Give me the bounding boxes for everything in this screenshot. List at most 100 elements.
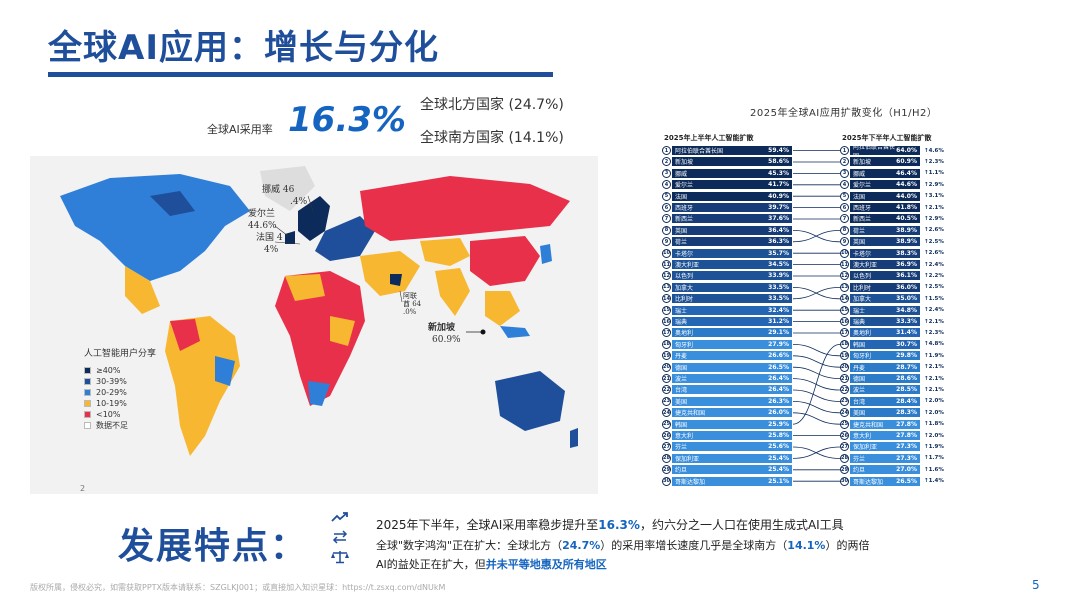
adoption-value: 26.4% — [768, 375, 789, 383]
feature-line-1: 2025年下半年，全球AI采用率稳步提升至16.3%，约六分之一人口在使用生成式… — [376, 518, 844, 532]
rank-row-h1: 28 保加利亚 25.4% — [662, 453, 792, 463]
footer-copyright: 版权所属，侵权必究，如需获取PPTX版本请联系：SZGLKJ001；或直接加入知… — [30, 583, 446, 592]
rank-connector — [792, 230, 841, 243]
rank-connector — [792, 287, 841, 300]
rank-bar: 德国 28.6% — [850, 374, 920, 384]
adoption-value: 34.8% — [896, 306, 917, 314]
legend-swatch — [84, 422, 91, 429]
rank-row-h1: 19 丹麦 26.6% — [662, 351, 792, 361]
rank-row-h2: 7 新西兰 40.5% ↑2.9% — [840, 214, 946, 224]
rank-number: 22 — [662, 385, 671, 395]
adoption-value: 25.6% — [768, 443, 789, 451]
rank-bar: 保加利亚 27.3% — [850, 442, 920, 452]
rank-connector — [792, 355, 841, 368]
change-badge: ↑2.2% — [922, 272, 946, 279]
country-name: 捷克共和国 — [853, 421, 884, 429]
country-name: 卡塔尔 — [853, 250, 872, 258]
adoption-value: 36.0% — [896, 283, 917, 291]
rank-bar: 荷兰 38.9% — [850, 225, 920, 235]
country-name: 意大利 — [675, 433, 694, 441]
rank-connector — [792, 389, 841, 402]
rank-number: 20 — [662, 362, 671, 372]
country-name: 爱尔兰 — [675, 182, 694, 190]
rank-row-h1: 8 英国 36.4% — [662, 225, 792, 235]
rank-number: 11 — [662, 260, 671, 270]
rank-connector-lines — [792, 150, 841, 482]
rank-number: 7 — [840, 214, 849, 224]
map-legend: 人工智能用户分享 ≥40% 30-39% 20-29% 10-19% <10% … — [84, 346, 156, 431]
rank-row-h1: 7 新西兰 37.6% — [662, 214, 792, 224]
adoption-value: 60.9% — [896, 158, 917, 166]
country-name: 澳大利亚 — [675, 262, 700, 270]
change-badge: ↑2.0% — [922, 432, 946, 439]
rank-row-h1: 5 法国 40.9% — [662, 191, 792, 201]
country-name: 荷兰 — [853, 227, 866, 235]
rank-number: 28 — [840, 453, 849, 463]
adoption-value: 28.4% — [896, 397, 917, 405]
country-name: 澳大利亚 — [853, 262, 878, 270]
adoption-value: 26.3% — [768, 397, 789, 405]
rank-number: 5 — [840, 191, 849, 201]
rank-row-h2: 16 瑞典 33.3% ↑2.1% — [840, 317, 946, 327]
country-name: 加拿大 — [853, 296, 872, 304]
h1-header: 2025年上半年人工智能扩散 — [664, 134, 754, 142]
rank-row-h2: 22 波兰 28.5% ↑2.1% — [840, 385, 946, 395]
rank-number: 18 — [840, 339, 849, 349]
adoption-value: 31.4% — [896, 329, 917, 337]
rank-row-h1: 11 澳大利亚 34.5% — [662, 260, 792, 270]
country-name: 匈牙利 — [675, 341, 694, 349]
rank-number: 25 — [662, 419, 671, 429]
rank-bar: 约旦 25.4% — [672, 465, 792, 475]
adoption-value: 33.5% — [768, 295, 789, 303]
adoption-value: 28.7% — [896, 363, 917, 371]
rank-bar: 瑞典 31.2% — [672, 317, 792, 327]
legend-swatch — [84, 389, 91, 396]
rank-bar: 韩国 30.7% — [850, 339, 920, 349]
adoption-value: 35.0% — [896, 295, 917, 303]
rank-number: 21 — [662, 374, 671, 384]
rank-row-h2: 2 新加坡 60.9% ↑2.3% — [840, 157, 946, 167]
adoption-value: 36.9% — [896, 261, 917, 269]
rank-row-h1: 23 美国 26.3% — [662, 396, 792, 406]
rank-bar: 瑞典 33.3% — [850, 317, 920, 327]
change-badge: ↑2.9% — [922, 181, 946, 188]
callout-singapore: 新加坡 60.9% — [428, 323, 461, 345]
rank-number: 23 — [840, 396, 849, 406]
country-name: 保加利亚 — [675, 455, 700, 463]
country-name: 台湾 — [675, 387, 688, 395]
adoption-value: 26.5% — [896, 477, 917, 485]
rank-bar: 台湾 26.4% — [672, 385, 792, 395]
rank-number: 5 — [662, 191, 671, 201]
adoption-value: 58.6% — [768, 158, 789, 166]
adoption-value: 41.7% — [768, 181, 789, 189]
balance-scale-icon — [331, 551, 349, 564]
rank-row-h2: 17 奥地利 31.4% ↑2.3% — [840, 328, 946, 338]
adoption-value: 27.0% — [896, 466, 917, 474]
adoption-value: 64.0% — [896, 147, 917, 155]
rank-row-h1: 13 加拿大 33.5% — [662, 282, 792, 292]
rank-row-h2: 20 丹麦 28.7% ↑2.1% — [840, 362, 946, 372]
rank-bar: 法国 40.9% — [672, 191, 792, 201]
country-name: 卡塔尔 — [675, 250, 694, 258]
adoption-value: 39.7% — [768, 204, 789, 212]
country-name: 哥斯达黎加 — [675, 478, 706, 486]
features-title: 发展特点： — [118, 526, 309, 567]
adoption-value: 27.8% — [896, 432, 917, 440]
legend-item: 30-39% — [84, 376, 156, 387]
callout-ireland: 爱尔兰 44.6% — [248, 209, 277, 231]
country-name: 台湾 — [853, 398, 866, 406]
adoption-value: 26.0% — [768, 409, 789, 417]
rank-connector — [792, 344, 841, 425]
adoption-value: 38.3% — [896, 249, 917, 257]
rank-row-h1: 10 卡塔尔 35.7% — [662, 248, 792, 258]
country-name: 美国 — [675, 398, 688, 406]
adoption-value: 37.6% — [768, 215, 789, 223]
rank-number: 6 — [840, 203, 849, 213]
rank-number: 3 — [840, 168, 849, 178]
adoption-value: 38.9% — [896, 226, 917, 234]
rank-row-h2: 26 意大利 27.8% ↑2.0% — [840, 431, 946, 441]
rank-number: 16 — [662, 317, 671, 327]
country-name: 新加坡 — [675, 159, 694, 167]
country-name: 西班牙 — [675, 205, 694, 213]
change-badge: ↑1.7% — [922, 455, 946, 462]
